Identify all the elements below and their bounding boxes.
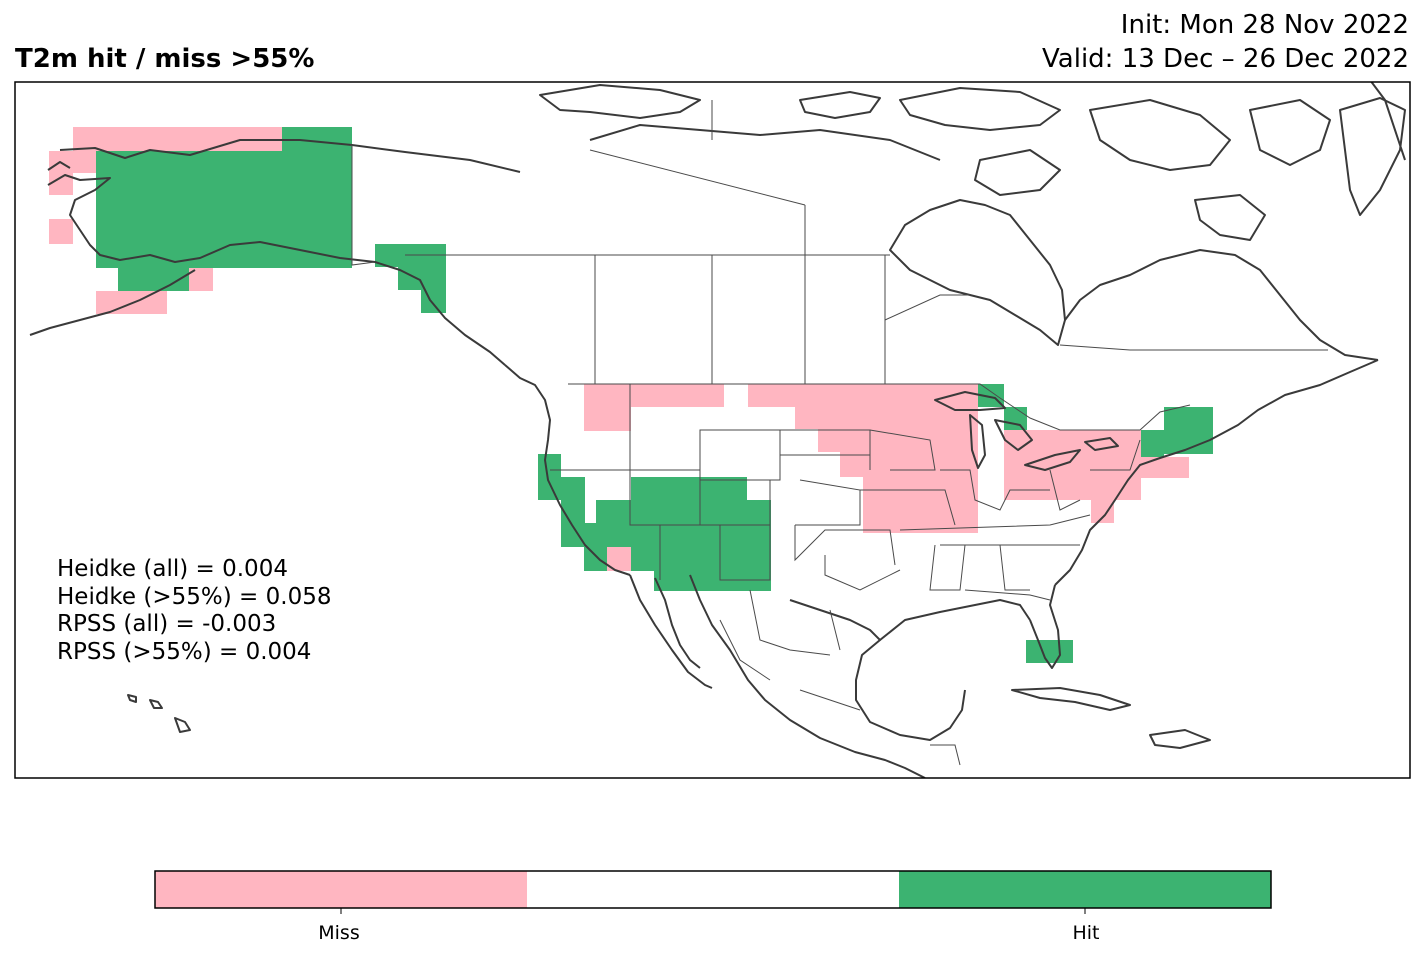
hit-cell	[421, 290, 446, 313]
map-frame	[14, 81, 1411, 779]
valid-period: Valid: 13 Dec – 26 Dec 2022	[1042, 44, 1409, 74]
hit-cell	[724, 500, 771, 547]
hit-cell	[596, 500, 631, 547]
init-date: Init: Mon 28 Nov 2022	[1120, 10, 1409, 40]
colorbar-segment	[899, 871, 1271, 908]
colorbar-segment	[527, 871, 899, 908]
hit-cell	[631, 477, 724, 547]
miss-cell	[818, 429, 863, 452]
miss-cell	[795, 407, 863, 429]
stat-rpss-55: RPSS (>55%) = 0.004	[57, 638, 312, 665]
hit-cell	[398, 267, 446, 290]
stat-heidke-55: Heidke (>55%) = 0.058	[57, 583, 332, 610]
miss-cell	[631, 384, 724, 407]
hit-cell	[1141, 430, 1164, 457]
map-title: T2m hit / miss >55%	[15, 44, 315, 74]
miss-cell	[1141, 457, 1189, 478]
miss-cell	[748, 384, 782, 407]
hit-cell	[1164, 407, 1213, 454]
hit-cell	[631, 547, 771, 571]
political-borders	[351, 100, 1328, 766]
hit-cell	[654, 571, 771, 591]
hit-cell	[584, 547, 607, 571]
colorbar-frame	[154, 870, 1272, 909]
colorbar-label-hit: Hit	[1072, 922, 1100, 944]
colorbar-label-miss: Miss	[318, 922, 360, 944]
hit-cell	[538, 454, 561, 500]
miss-cell	[1091, 500, 1114, 523]
colorbar-segment	[155, 871, 527, 908]
miss-cell	[782, 384, 863, 407]
miss-cell	[189, 268, 213, 291]
stat-rpss-all: RPSS (all) = -0.003	[57, 611, 277, 637]
hit-cell	[96, 151, 352, 268]
miss-cell	[584, 384, 631, 431]
stat-heidke-all: Heidke (all) = 0.004	[57, 556, 288, 582]
hit-cell	[1026, 640, 1073, 663]
miss-cell	[1027, 453, 1042, 468]
hit-cell	[561, 477, 585, 523]
hit-cell	[724, 477, 747, 500]
miss-cell	[840, 452, 863, 477]
hit-cell	[1004, 407, 1027, 430]
colorbar	[154, 870, 1272, 914]
coastlines	[29, 82, 1406, 778]
miss-cell	[49, 173, 73, 195]
miss-cell	[863, 384, 978, 533]
miss-cell	[49, 219, 73, 244]
skill-scores: Heidke (all) = 0.004 Heidke (>55%) = 0.0…	[57, 556, 331, 666]
miss-cell	[49, 151, 96, 173]
miss-cell	[1071, 430, 1141, 500]
